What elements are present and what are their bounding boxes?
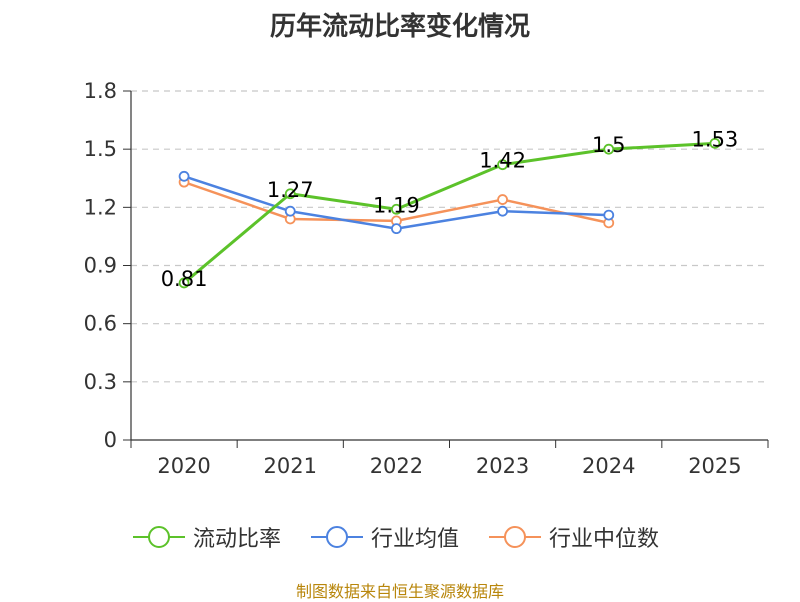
- data-point-s1-1[interactable]: [284, 205, 296, 217]
- data-point-s0-1[interactable]: [284, 188, 296, 200]
- legend-label-industry-median: 行业中位数: [549, 527, 660, 552]
- legend-swatch-industry-mean: [311, 526, 363, 548]
- data-point-s0-0[interactable]: [178, 277, 190, 289]
- x-tick-label: 2025: [688, 454, 741, 478]
- y-tick-label: 0: [104, 428, 117, 452]
- data-point-s0-3[interactable]: [497, 159, 508, 171]
- data-label: 1.53: [692, 127, 739, 151]
- data-label: 1.5: [592, 133, 625, 157]
- data-point-s0-2[interactable]: [391, 203, 402, 215]
- data-point-s1-0[interactable]: [178, 170, 190, 182]
- chart-title: 历年流动比率变化情况: [269, 12, 530, 42]
- legend: 流动比率 行业均值 行业中位数: [0, 520, 800, 554]
- y-tick-label: 1.5: [84, 137, 117, 161]
- legend-label-current-ratio: 流动比率: [193, 527, 282, 552]
- y-tick-label: 1.2: [84, 195, 117, 219]
- x-tick-label: 2023: [476, 454, 529, 478]
- x-tick-label: 2024: [582, 454, 635, 478]
- source-note: 制图数据来自恒生聚源数据库: [295, 582, 504, 601]
- data-label: 1.27: [267, 178, 314, 202]
- data-point-s1-2[interactable]: [391, 223, 402, 235]
- series-line-0: [183, 141, 715, 285]
- y-tick-label: 0.6: [84, 312, 117, 336]
- data-point-s2-3[interactable]: [497, 194, 508, 205]
- y-tick-label: 1.8: [84, 79, 117, 103]
- data-label: 1.42: [479, 149, 526, 173]
- data-label: 0.81: [161, 267, 208, 291]
- y-tick-label: 0.9: [84, 254, 117, 278]
- data-point-s1-4[interactable]: [603, 209, 615, 221]
- y-tick-label: 0.3: [84, 370, 117, 394]
- data-point-s1-3[interactable]: [497, 205, 508, 217]
- legend-item-industry-mean[interactable]: 行业均值: [311, 520, 459, 554]
- legend-swatch-industry-median: [489, 526, 541, 548]
- x-tick-label: 2020: [157, 454, 210, 478]
- data-point-s0-4[interactable]: [603, 143, 615, 155]
- legend-item-industry-median[interactable]: 行业中位数: [489, 520, 659, 554]
- x-tick-label: 2021: [264, 454, 317, 478]
- x-tick-label: 2022: [370, 454, 423, 478]
- data-label: 1.19: [373, 193, 420, 217]
- legend-item-current-ratio[interactable]: 流动比率: [133, 520, 281, 554]
- legend-label-industry-mean: 行业均值: [371, 527, 460, 552]
- data-point-s0-5[interactable]: [709, 137, 721, 149]
- legend-swatch-current-ratio: [133, 526, 185, 548]
